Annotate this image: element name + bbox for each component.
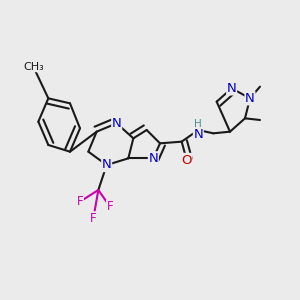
Text: N: N (148, 152, 158, 165)
Text: H: H (194, 119, 202, 129)
Text: N: N (245, 92, 255, 105)
Text: N: N (194, 128, 203, 141)
Text: F: F (90, 212, 97, 225)
Text: N: N (227, 82, 236, 95)
Text: F: F (107, 200, 113, 213)
Text: N: N (102, 158, 112, 172)
Text: F: F (77, 195, 83, 208)
Text: CH₃: CH₃ (23, 62, 44, 72)
Text: N: N (112, 117, 122, 130)
Text: O: O (182, 154, 192, 166)
